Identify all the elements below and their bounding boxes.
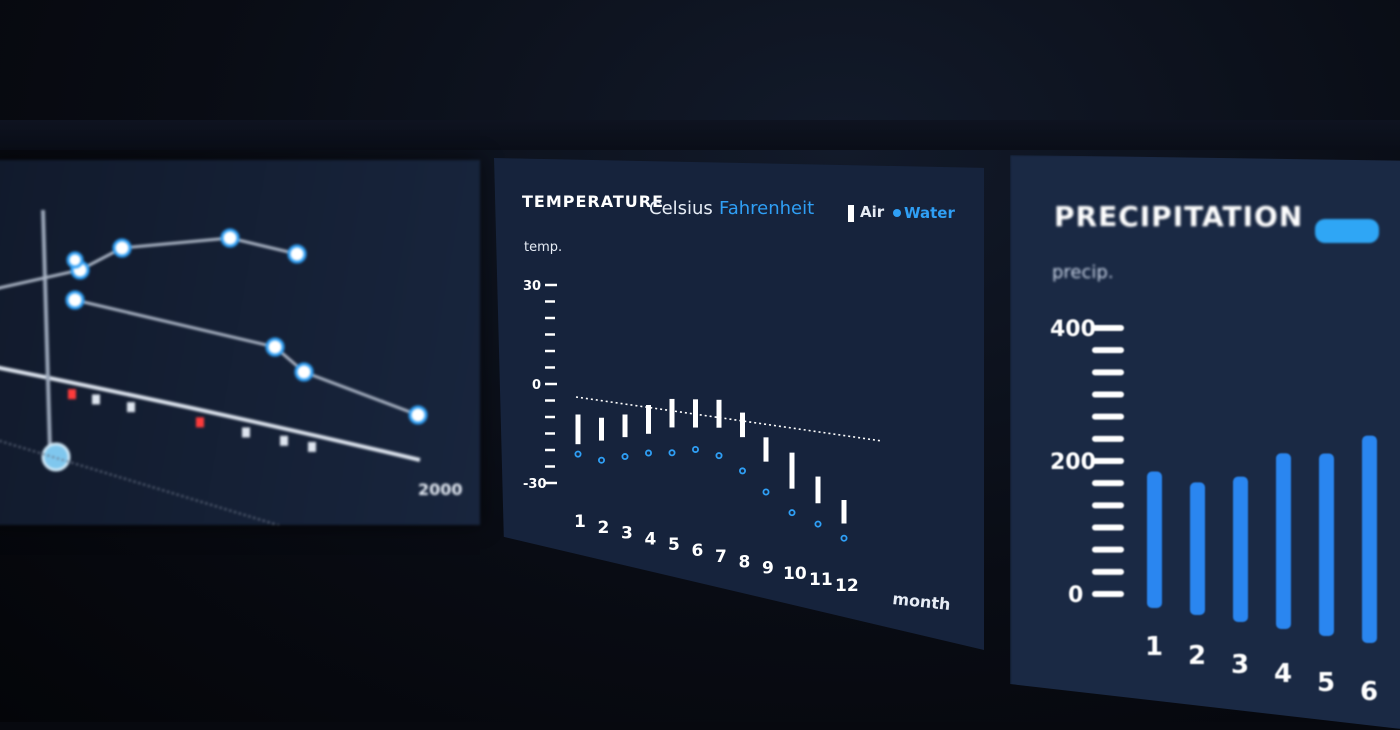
left-chart-data-point [65, 290, 85, 310]
left-chart-data-point [287, 244, 307, 264]
left-chart-data-point [220, 228, 240, 248]
temperature-y-axis-label: temp. [524, 240, 563, 255]
air-legend-swatch [848, 205, 854, 222]
left-chart-cursor-handle[interactable] [41, 442, 71, 472]
left-chart-x-tick [92, 394, 100, 405]
left-chart-data-point [294, 362, 314, 382]
celsius-toggle[interactable]: Celsius [649, 198, 713, 219]
left-chart-x-tick [242, 427, 250, 438]
precipitation-title: PRECIPITATION [1054, 200, 1304, 233]
left-chart-series-line [74, 298, 419, 417]
fahrenheit-toggle[interactable]: Fahrenheit [719, 198, 815, 219]
left-chart-x-tick [196, 417, 204, 428]
line-chart: 2000 [0, 209, 463, 525]
left-chart-x-tick [127, 402, 135, 413]
water-legend-label: Water [904, 204, 955, 222]
left-chart-x-tick [68, 389, 76, 400]
left-chart-data-point [408, 405, 428, 425]
left-chart-x-tick [308, 441, 316, 452]
left-chart-cursor-line [41, 209, 52, 451]
monitor-bezel [0, 120, 1400, 150]
precipitation-unit-toggle[interactable] [1315, 219, 1379, 243]
x-axis-end-label: 2000 [418, 480, 463, 499]
line-chart-panel: 2000 [0, 160, 480, 525]
left-chart-data-point [112, 238, 132, 258]
left-chart-data-point [66, 251, 84, 269]
precipitation-y-axis-label: precip. [1052, 262, 1114, 283]
left-chart-data-point [265, 337, 285, 357]
precipitation-panel [1010, 155, 1400, 730]
air-legend-label: Air [860, 203, 885, 221]
temperature-title: TEMPERATURE [522, 192, 665, 211]
left-chart-x-tick [280, 435, 288, 446]
water-legend-swatch [893, 209, 901, 217]
